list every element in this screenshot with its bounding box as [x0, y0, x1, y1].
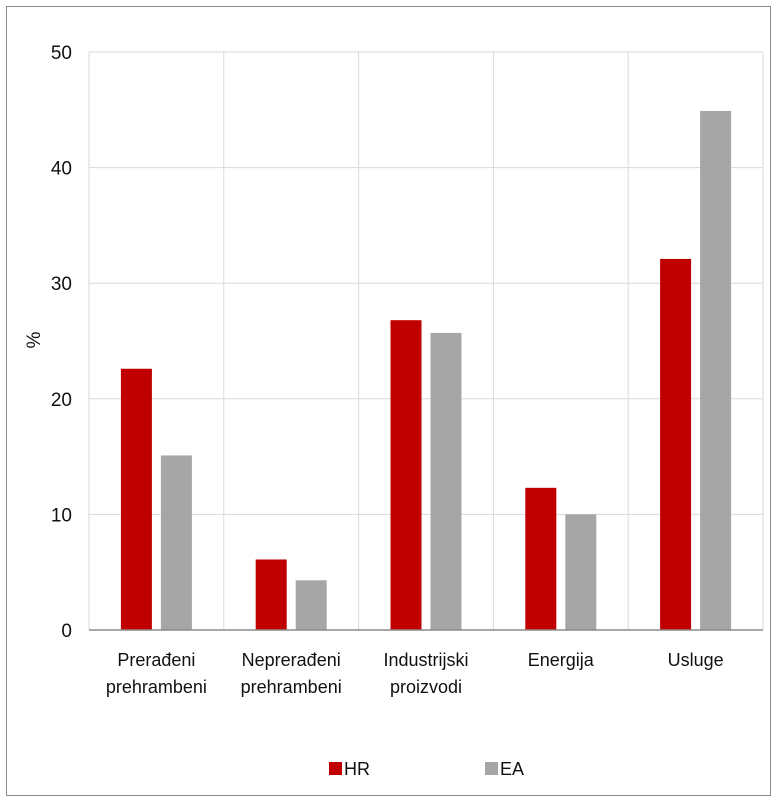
bar-hr [390, 320, 422, 630]
y-tick-label: 20 [51, 390, 72, 411]
gridlines [88, 51, 764, 630]
bar-ea [295, 580, 327, 630]
bar-ea [700, 110, 732, 631]
y-tick-label: 30 [51, 274, 72, 295]
legend: HR EA [329, 759, 524, 779]
bar-hr [255, 559, 287, 630]
x-axis-categories: Prerađeni prehrambeni Neprerađeni prehrambe… [106, 650, 724, 697]
bar-ea [430, 332, 462, 630]
y-tick-label: 10 [51, 505, 72, 526]
bar-hr [120, 368, 152, 630]
y-tick-label: 0 [61, 621, 72, 642]
x-category-label: Usluge [668, 650, 724, 670]
y-tick-label: 40 [51, 159, 72, 180]
y-axis-ticks: 0 10 20 30 40 50 [51, 43, 72, 642]
x-category-label: Energija [528, 650, 595, 670]
x-category-label: Industrijski proizvodi [383, 650, 468, 697]
x-category-label: Prerađeni prehrambeni [106, 650, 207, 697]
bar-ea [160, 455, 192, 630]
legend-label-hr: HR [344, 759, 370, 779]
bar-ea [565, 514, 597, 630]
y-tick-label: 50 [51, 43, 72, 64]
bar-hr [660, 258, 692, 630]
legend-swatch-hr [329, 762, 342, 775]
x-category-label: Neprerađeni prehrambeni [241, 650, 342, 697]
y-axis-label: % [24, 331, 45, 348]
bar-hr [525, 487, 557, 630]
legend-label-ea: EA [500, 759, 524, 779]
bars [120, 110, 732, 631]
legend-swatch-ea [485, 762, 498, 775]
